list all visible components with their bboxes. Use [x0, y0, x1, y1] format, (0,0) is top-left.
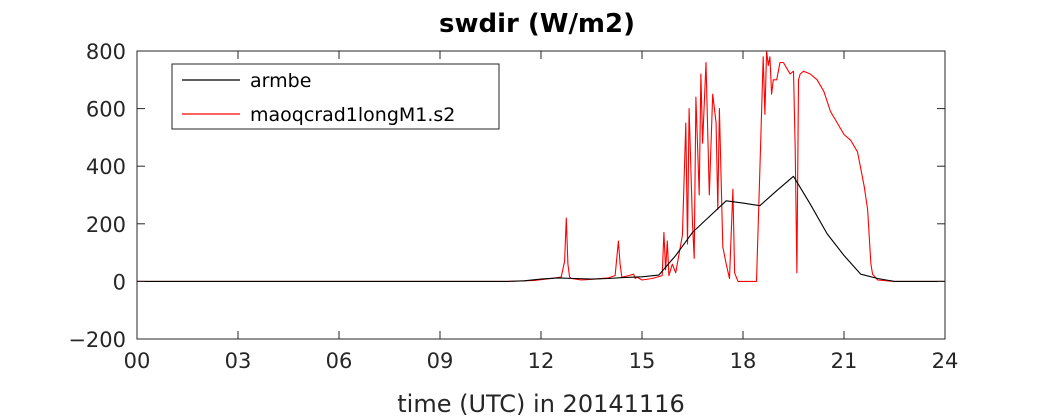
y-tick-label: 400: [86, 155, 126, 179]
y-tick-label: 600: [86, 98, 126, 122]
x-tick-label: 09: [427, 349, 454, 373]
series-line-maoqcrad1longM1-s2: [137, 50, 945, 282]
x-tick-label: 03: [225, 349, 252, 373]
y-tick-label: 0: [113, 270, 126, 294]
legend-label-maoqcrad: maoqcrad1longM1.s2: [250, 104, 455, 126]
x-tick-label: 24: [932, 349, 959, 373]
x-axis-ticks: 00 03 06 09 12 15 18 21 24: [124, 51, 959, 373]
y-axis-ticks: −200 0 200 400 600 800: [68, 40, 945, 352]
y-tick-label: 200: [86, 213, 126, 237]
chart-title: swdir (W/m2): [439, 9, 635, 39]
x-tick-label: 15: [629, 349, 656, 373]
legend-label-armbe: armbe: [250, 70, 311, 92]
series-layer: [137, 50, 945, 282]
x-tick-label: 12: [528, 349, 555, 373]
legend: armbe maoqcrad1longM1.s2: [171, 63, 500, 130]
x-axis-label: time (UTC) in 20141116: [397, 390, 684, 417]
y-tick-label: −200: [68, 328, 126, 352]
legend-box: [171, 63, 500, 130]
x-tick-label: 06: [326, 349, 353, 373]
y-tick-label: 800: [86, 40, 126, 64]
x-tick-label: 18: [730, 349, 757, 373]
series-line-armbe: [137, 175, 945, 282]
x-tick-label: 00: [124, 349, 151, 373]
x-tick-label: 21: [831, 349, 858, 373]
